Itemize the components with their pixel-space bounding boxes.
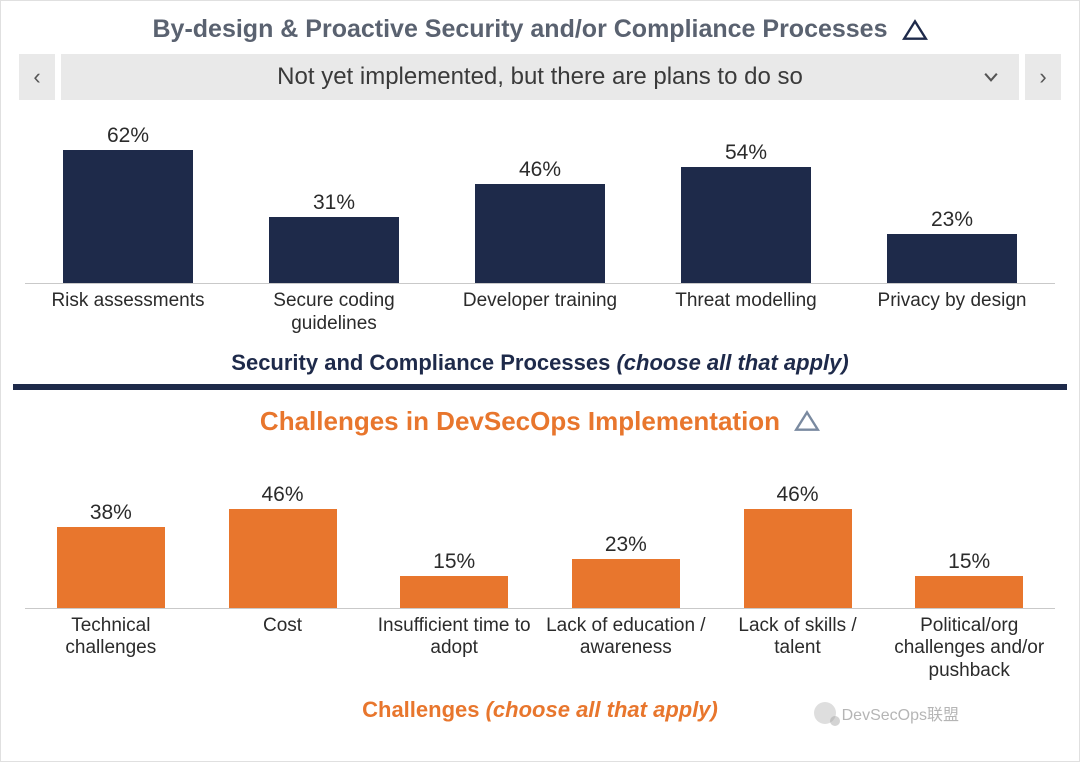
bar-col: 15%	[883, 550, 1055, 608]
collapse-triangle-icon[interactable]	[794, 410, 820, 432]
axis-title-2: Challenges (choose all that apply)	[25, 697, 1055, 723]
bar	[572, 559, 680, 608]
chevron-right-icon: ›	[1039, 64, 1046, 90]
chevron-down-icon	[981, 67, 1001, 87]
bar-col: 62%	[25, 124, 231, 283]
category-label: Secure coding guidelines	[231, 290, 437, 336]
dropdown-selected-label: Not yet implemented, but there are plans…	[277, 63, 803, 91]
axis-title-2-main: Challenges	[362, 697, 485, 722]
bar-col: 23%	[849, 208, 1055, 283]
bar	[57, 527, 165, 608]
bar-col: 15%	[368, 550, 540, 608]
prev-button[interactable]: ‹	[19, 54, 55, 100]
challenges-chart: 38%46%15%23%46%15% Technical challengesC…	[13, 441, 1067, 723]
bar-group-1: 62%31%46%54%23%	[25, 134, 1055, 284]
dropdown-nav-row: ‹ Not yet implemented, but there are pla…	[13, 54, 1067, 106]
category-label: Political/org challenges and/or pushback	[883, 615, 1055, 683]
bar-col: 46%	[437, 158, 643, 283]
chevron-left-icon: ‹	[33, 64, 40, 90]
category-label: Insufficient time to adopt	[368, 615, 540, 683]
bar-value-label: 31%	[313, 191, 355, 215]
bar-value-label: 38%	[90, 501, 132, 525]
bar-value-label: 15%	[433, 550, 475, 574]
bar-group-2: 38% 46% 15% 23% 46% 15%	[25, 459, 1055, 609]
axis-title-2-paren: (choose all that apply)	[486, 697, 718, 722]
bar-value-label: 23%	[931, 208, 973, 232]
bar-value-label: 46%	[519, 158, 561, 182]
section-security-processes: By-design & Proactive Security and/or Co…	[1, 1, 1079, 376]
bar-col: 46%	[197, 483, 369, 608]
bar	[681, 167, 811, 283]
section-challenges: Challenges in DevSecOps Implementation 3…	[1, 402, 1079, 723]
bar	[744, 509, 852, 608]
bar-col: 46%	[712, 483, 884, 608]
bar-col: 54%	[643, 141, 849, 283]
bar	[887, 234, 1017, 283]
bar-value-label: 23%	[605, 533, 647, 557]
axis-title-1-paren: (choose all that apply)	[616, 350, 848, 375]
bar-col: 31%	[231, 191, 437, 283]
bar-col: 23%	[540, 533, 712, 608]
implementation-status-dropdown[interactable]: Not yet implemented, but there are plans…	[61, 54, 1019, 100]
section2-title: Challenges in DevSecOps Implementation	[260, 406, 780, 437]
section1-title: By-design & Proactive Security and/or Co…	[153, 15, 888, 44]
category-label: Cost	[197, 615, 369, 683]
bar	[269, 217, 399, 283]
axis-title-1: Security and Compliance Processes (choos…	[25, 350, 1055, 376]
category-label: Threat modelling	[643, 290, 849, 336]
collapse-triangle-icon[interactable]	[902, 19, 928, 41]
section2-title-row: Challenges in DevSecOps Implementation	[13, 402, 1067, 441]
bar	[63, 150, 193, 283]
bar-value-label: 46%	[261, 483, 303, 507]
bar	[915, 576, 1023, 608]
bar	[475, 184, 605, 283]
section-divider	[13, 384, 1067, 390]
category-label: Privacy by design	[849, 290, 1055, 336]
category-label: Lack of skills / talent	[712, 615, 884, 683]
category-label: Technical challenges	[25, 615, 197, 683]
category-labels-1: Risk assessmentsSecure coding guidelines…	[25, 284, 1055, 336]
bar	[400, 576, 508, 608]
next-button[interactable]: ›	[1025, 54, 1061, 100]
security-processes-chart: 62% 31% 46% 54% 23% Risk assessmentsSecure c…	[13, 106, 1067, 376]
category-labels-2: Technical challengesCostInsufficient tim…	[25, 609, 1055, 683]
section1-title-row: By-design & Proactive Security and/or Co…	[13, 1, 1067, 54]
axis-title-1-main: Security and Compliance Processes	[231, 350, 616, 375]
bar-value-label: 15%	[948, 550, 990, 574]
bar-value-label: 54%	[725, 141, 767, 165]
category-label: Developer training	[437, 290, 643, 336]
category-label: Risk assessments	[25, 290, 231, 336]
bar-value-label: 62%	[107, 124, 149, 148]
bar-value-label: 46%	[777, 483, 819, 507]
bar-col: 38%	[25, 501, 197, 608]
bar	[229, 509, 337, 608]
category-label: Lack of education / awareness	[540, 615, 712, 683]
